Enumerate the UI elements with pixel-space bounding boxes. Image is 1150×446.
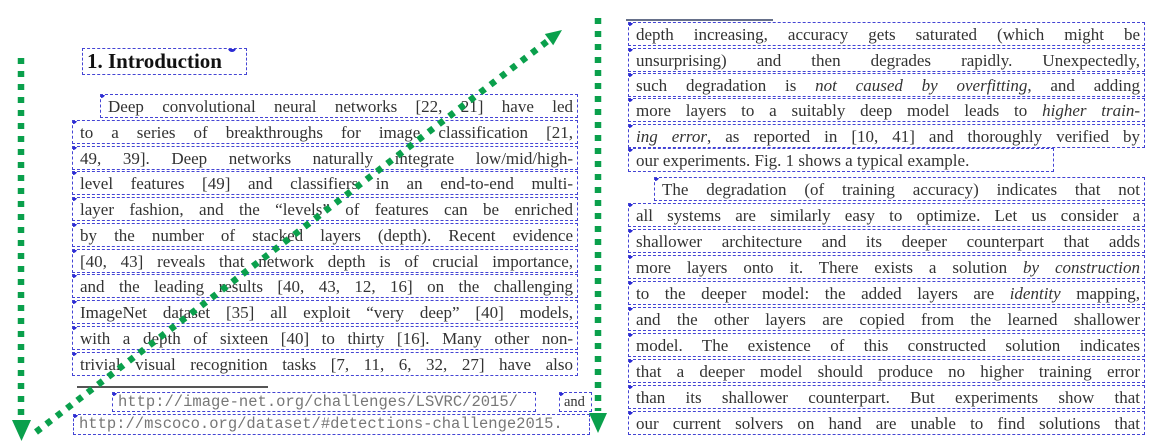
text-line-76[interactable]: 76model. The existence of this construct… xyxy=(628,333,1145,357)
line-text: level features [49] and classifiers in a… xyxy=(80,174,573,193)
line-text: http://mscoco.org/dataset/#detections-ch… xyxy=(79,415,563,433)
text-line-34[interactable]: 34and the leading results [40, 43, 12, 1… xyxy=(72,274,578,298)
text-line-79[interactable]: 79our current solvers on hand are unable… xyxy=(628,411,1145,435)
line-text: layer fashion, and the “levels” of featu… xyxy=(80,200,573,219)
text-line-78[interactable]: 78than its shallower counterpart. But ex… xyxy=(628,385,1145,409)
text-line-35[interactable]: 35ImageNet dataset [35] all exploit “ver… xyxy=(72,300,578,324)
line-text: trivial visual recognition tasks [7, 11,… xyxy=(80,355,573,374)
line-text: more layers to a suitably deep model lea… xyxy=(636,101,1141,120)
line-text: with a depth of sixteen [40] to thirty [… xyxy=(80,329,573,348)
text-line-33[interactable]: 33[40, 43] reveals that network depth is… xyxy=(72,249,578,273)
text-line-36[interactable]: 36with a depth of sixteen [40] to thirty… xyxy=(72,326,578,350)
text-line-64[interactable]: 64depth increasing, accuracy gets satura… xyxy=(628,22,1145,46)
line-text: such degradation is not caused by overfi… xyxy=(636,76,1140,95)
text-line-30[interactable]: 30level features [49] and classifiers in… xyxy=(72,171,578,195)
text-line-74[interactable]: 74to the deeper model: the added layers … xyxy=(628,281,1145,305)
text-line-32[interactable]: 32by the number of stacked layers (depth… xyxy=(72,223,578,247)
box-anchor-dot-icon xyxy=(655,178,659,181)
text-line-27[interactable]: 27Deep convolutional neural networks [22… xyxy=(100,94,578,118)
box-anchor-dot-icon xyxy=(629,282,633,285)
line-text: 49, 39]. Deep networks naturally integra… xyxy=(80,149,573,168)
text-line-26[interactable]: 261. Introduction xyxy=(82,48,247,75)
box-anchor-dot-icon xyxy=(629,23,633,26)
line-text: unsurprising) and then degrades rapidly.… xyxy=(636,51,1140,70)
text-line-67[interactable]: 67more layers to a suitably deep model l… xyxy=(628,98,1145,122)
text-line-71[interactable]: 71all systems are similarly easy to opti… xyxy=(628,203,1145,227)
text-line-77[interactable]: 77that a deeper model should produce no … xyxy=(628,359,1145,383)
box-anchor-dot-icon xyxy=(629,412,633,415)
text-line-37[interactable]: 37trivial visual recognition tasks [7, 1… xyxy=(72,352,578,376)
line-text: by the number of stacked layers (depth).… xyxy=(80,226,573,245)
box-anchor-dot-icon xyxy=(629,99,633,102)
line-text: than its shallower counterpart. But expe… xyxy=(636,388,1140,407)
column-top-line xyxy=(626,19,773,21)
text-line-29[interactable]: 2949, 39]. Deep networks naturally integ… xyxy=(72,146,578,170)
text-line-66[interactable]: 66such degradation is not caused by over… xyxy=(628,73,1145,97)
line-text: to the deeper model: the added layers ar… xyxy=(636,284,1140,303)
box-anchor-dot-icon xyxy=(629,256,633,259)
text-line-75[interactable]: 75and the other layers are copied from t… xyxy=(628,307,1145,331)
text-line-72[interactable]: 72shallower architecture and its deeper … xyxy=(628,229,1145,253)
line-text: depth increasing, accuracy gets saturate… xyxy=(636,25,1140,44)
line-text: http://image-net.org/challenges/LSVRC/20… xyxy=(118,393,518,411)
text-line-73[interactable]: 73more layers onto it. There exists a so… xyxy=(628,255,1145,279)
line-text: and the leading results [40, 43, 12, 16]… xyxy=(80,277,573,296)
text-line-69[interactable]: 69our experiments. Fig. 1 shows a typica… xyxy=(628,148,1054,172)
text-line-38[interactable]: 38http://image-net.org/challenges/LSVRC/… xyxy=(112,392,536,412)
box-anchor-dot-icon xyxy=(629,125,633,128)
text-line-31[interactable]: 31layer fashion, and the “levels” of fea… xyxy=(72,197,578,221)
box-anchor-dot-icon xyxy=(629,49,633,52)
line-text: our current solvers on hand are unable t… xyxy=(636,414,1140,433)
text-line-39[interactable]: 39and xyxy=(559,392,592,412)
line-text: more layers onto it. There exists a solu… xyxy=(636,258,1140,277)
box-anchor-dot-icon xyxy=(629,204,633,207)
text-line-28[interactable]: 28to a series of breakthroughs for image… xyxy=(72,120,578,144)
box-anchor-dot-icon xyxy=(629,230,633,233)
line-text: and the other layers are copied from the… xyxy=(636,310,1140,329)
box-anchor-dot-icon xyxy=(629,360,633,363)
line-text: shallower architecture and its deeper co… xyxy=(636,232,1140,251)
line-text: The degradation (of training accuracy) i… xyxy=(662,180,1140,199)
line-text: all systems are similarly easy to optimi… xyxy=(636,206,1140,225)
text-line-40[interactable]: 40http://mscoco.org/dataset/#detections-… xyxy=(73,414,590,435)
box-anchor-dot-icon xyxy=(629,386,633,389)
line-text: ImageNet dataset [35] all exploit “very … xyxy=(80,303,573,322)
text-line-70[interactable]: 70The degradation (of training accuracy)… xyxy=(654,177,1145,201)
text-line-68[interactable]: 68ing error, as reported in [10, 41] and… xyxy=(628,124,1145,148)
box-anchor-dot-icon xyxy=(629,74,633,77)
box-anchor-dot-icon xyxy=(629,334,633,337)
line-text: that a deeper model should produce no hi… xyxy=(636,362,1140,381)
text-line-65[interactable]: 65unsurprising) and then degrades rapidl… xyxy=(628,48,1145,72)
line-text: our experiments. Fig. 1 shows a typical … xyxy=(636,151,970,170)
line-text: to a series of breakthroughs for image c… xyxy=(80,123,573,142)
footnote-separator xyxy=(77,386,268,388)
line-text: Deep convolutional neural networks [22, … xyxy=(108,97,573,116)
line-text: [40, 43] reveals that network depth is o… xyxy=(80,252,573,271)
line-text: 1. Introduction xyxy=(87,49,222,73)
box-anchor-dot-icon xyxy=(629,149,633,152)
box-anchor-dot-icon xyxy=(560,393,564,396)
line-text: model. The existence of this constructed… xyxy=(636,336,1140,355)
line-text: and xyxy=(564,394,585,410)
line-text: ing error, as reported in [10, 41] and t… xyxy=(636,127,1140,146)
box-anchor-dot-icon xyxy=(629,308,633,311)
